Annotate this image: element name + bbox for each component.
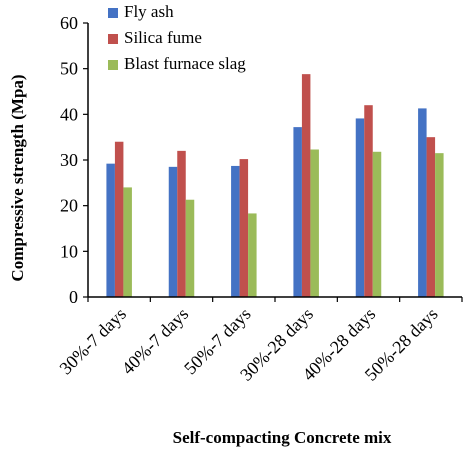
bar-blast-furnace-slag	[310, 149, 319, 297]
bar-silica-fume	[364, 105, 373, 297]
bar-silica-fume	[239, 159, 249, 297]
y-tick-label: 50	[60, 59, 78, 79]
bar-silica-fume	[177, 150, 186, 297]
legend-swatch	[108, 60, 118, 70]
bar-silica-fume	[301, 74, 311, 297]
bars	[106, 74, 444, 298]
bar-blast-furnace-slag	[248, 213, 257, 297]
legend: Fly ash Silica fume Blast furnace slag	[108, 2, 246, 73]
legend-swatch	[108, 8, 118, 18]
bar-fly-ash	[293, 127, 302, 298]
y-tick-label: 0	[69, 287, 78, 307]
y-tick-label: 20	[60, 196, 78, 216]
bar-fly-ash	[106, 163, 115, 297]
bar-blast-furnace-slag	[435, 153, 444, 297]
x-tick-label: 30%-7 days	[55, 304, 130, 379]
legend-label: Silica fume	[124, 28, 202, 47]
y-tick-label: 10	[60, 241, 78, 261]
y-axis-title: Compressive strength (Mpa)	[8, 74, 27, 281]
bar-fly-ash	[355, 118, 365, 298]
legend-label: Blast furnace slag	[124, 54, 246, 73]
y-tick-label: 30	[60, 150, 78, 170]
bar-silica-fume	[114, 141, 124, 297]
bar-silica-fume	[426, 137, 436, 297]
legend-label: Fly ash	[124, 2, 174, 21]
bar-fly-ash	[418, 108, 427, 297]
y-axis-ticks: 0 10 20 30 40 50 60	[60, 13, 88, 307]
bar-fly-ash	[231, 165, 240, 297]
bar-blast-furnace-slag	[185, 199, 195, 297]
legend-swatch	[108, 34, 118, 44]
bar-fly-ash	[168, 166, 178, 297]
y-tick-label: 60	[60, 13, 78, 33]
x-axis-title: Self-compacting Concrete mix	[173, 428, 392, 447]
y-tick-label: 40	[60, 104, 78, 124]
bar-blast-furnace-slag	[123, 187, 132, 297]
x-tick-label: 40%-7 days	[118, 304, 193, 379]
bar-blast-furnace-slag	[372, 151, 382, 297]
